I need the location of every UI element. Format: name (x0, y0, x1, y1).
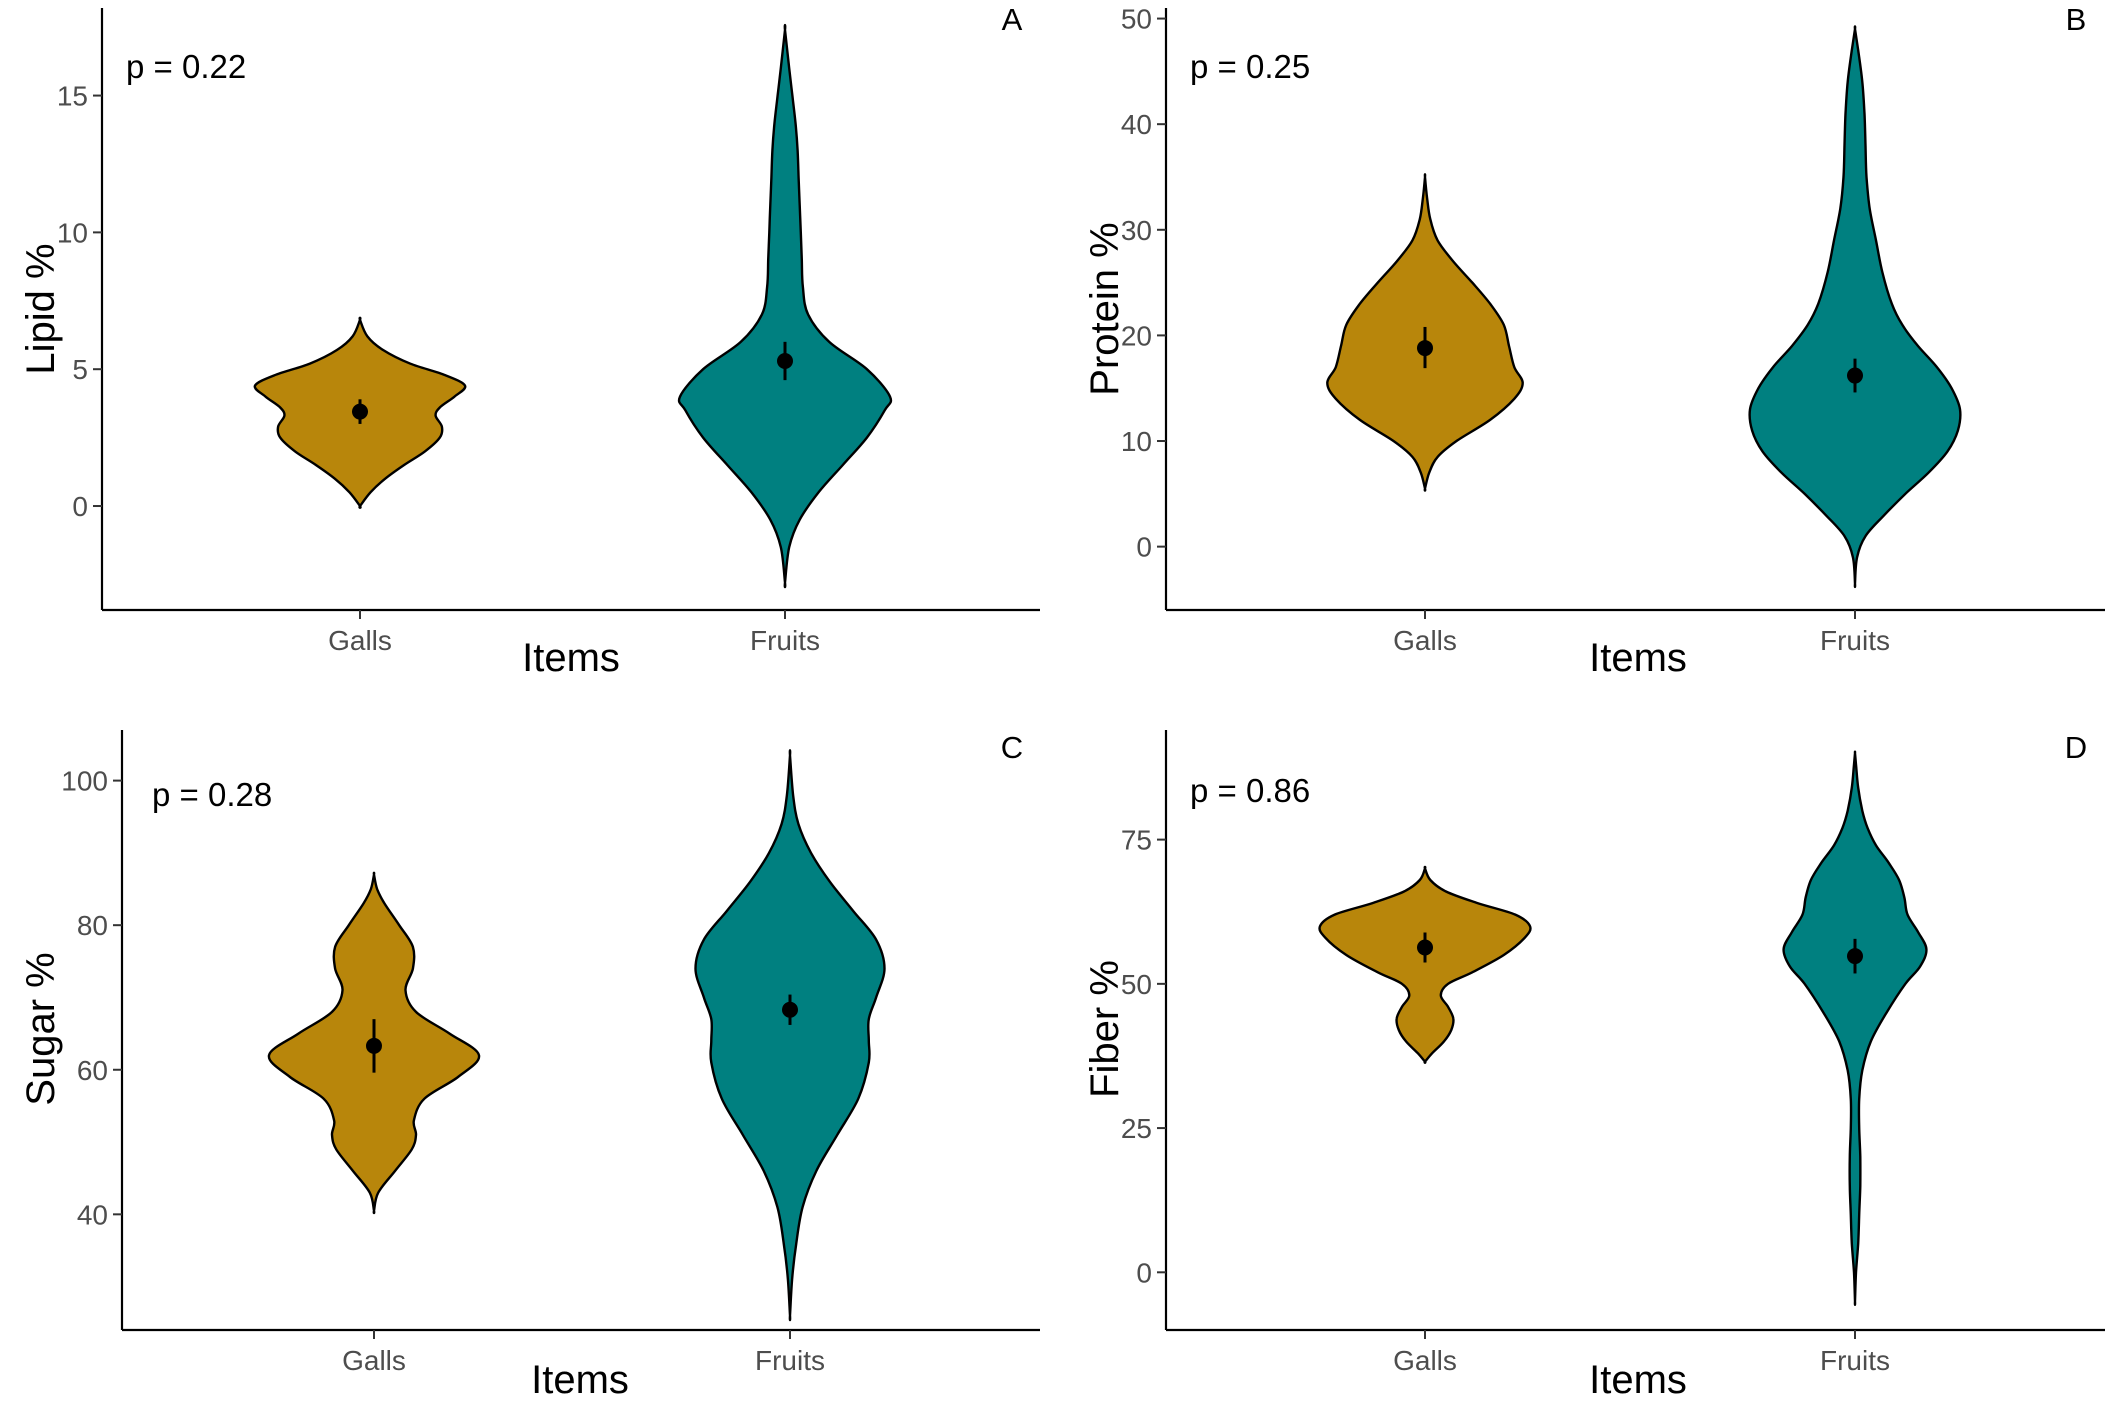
violin-d-fruits (1782, 750, 1928, 1307)
p-value-d: p = 0.86 (1190, 772, 1310, 809)
x-tick-label-b-galls: Galls (1393, 625, 1457, 656)
y-tick-label-b: 20 (1121, 320, 1152, 351)
y-tick-label-b: 40 (1121, 109, 1152, 140)
x-tick-label-d-fruits: Fruits (1820, 1345, 1890, 1376)
y-tick-label-c: 100 (61, 766, 108, 797)
y-tick-label-a: 15 (57, 81, 88, 112)
violin-c-fruits (694, 749, 886, 1322)
y-tick-label-b: 30 (1121, 215, 1152, 246)
y-tick-label-d: 25 (1121, 1113, 1152, 1144)
y-tick-label-c: 80 (77, 910, 108, 941)
y-tick-label-a: 5 (72, 354, 88, 385)
p-value-c: p = 0.28 (152, 776, 272, 813)
x-axis-title-b: Items (1589, 636, 1687, 680)
panel-letter-d: D (2065, 730, 2087, 765)
violin-d-galls (1318, 865, 1532, 1065)
x-axis-title-c: Items (531, 1358, 629, 1402)
y-tick-label-a: 0 (72, 491, 88, 522)
y-tick-label-d: 0 (1136, 1257, 1152, 1288)
mean-point-c-fruits (782, 1001, 798, 1018)
y-tick-label-d: 75 (1121, 825, 1152, 856)
panel-letter-a: A (1002, 2, 1023, 37)
mean-point-c-galls (366, 1037, 382, 1054)
y-tick-label-a: 10 (57, 217, 88, 248)
x-tick-label-a-galls: Galls (328, 625, 392, 656)
mean-point-b-fruits (1847, 367, 1863, 384)
mean-point-d-galls (1417, 939, 1433, 956)
violin-a-fruits (677, 23, 893, 589)
mean-point-a-fruits (777, 352, 793, 369)
violin-b-fruits (1748, 25, 1962, 589)
x-tick-label-c-fruits: Fruits (755, 1345, 825, 1376)
x-tick-label-c-galls: Galls (342, 1345, 406, 1376)
x-tick-label-d-galls: Galls (1393, 1345, 1457, 1376)
y-axis-title-a: Lipid % (19, 243, 63, 374)
y-tick-label-d: 50 (1121, 969, 1152, 1000)
x-tick-label-a-fruits: Fruits (750, 625, 820, 656)
panel-letter-c: C (1001, 730, 1023, 765)
y-axis-title-c: Sugar % (19, 952, 63, 1105)
y-tick-label-c: 60 (77, 1055, 108, 1086)
y-axis-title-d: Fiber % (1083, 960, 1127, 1098)
p-value-b: p = 0.25 (1190, 48, 1310, 85)
x-tick-label-b-fruits: Fruits (1820, 625, 1890, 656)
y-tick-label-b: 0 (1136, 532, 1152, 563)
mean-point-d-fruits (1847, 948, 1863, 965)
mean-point-b-galls (1417, 340, 1433, 357)
p-value-a: p = 0.22 (126, 48, 246, 85)
y-tick-label-c: 40 (77, 1199, 108, 1230)
mean-point-a-galls (352, 403, 368, 420)
panel-letter-b: B (2066, 2, 2087, 37)
x-axis-title-d: Items (1589, 1358, 1687, 1402)
y-tick-label-b: 10 (1121, 426, 1152, 457)
y-axis-title-b: Protein % (1083, 222, 1127, 395)
y-tick-label-b: 50 (1121, 4, 1152, 35)
x-axis-title-a: Items (522, 636, 620, 680)
